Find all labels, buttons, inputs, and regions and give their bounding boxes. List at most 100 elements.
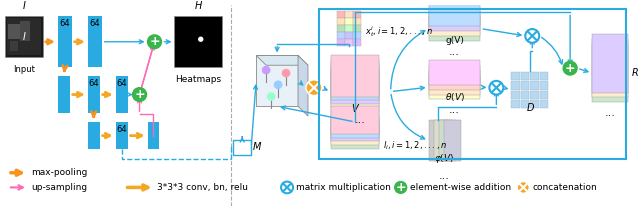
Bar [353, 32, 361, 39]
Text: Input: Input [13, 65, 35, 74]
Bar [353, 18, 361, 25]
Bar [429, 120, 447, 161]
Text: I: I [22, 1, 26, 12]
Bar [511, 100, 520, 108]
Circle shape [281, 181, 293, 193]
Bar [337, 32, 345, 39]
Text: $\theta(V)$: $\theta(V)$ [445, 91, 465, 103]
Text: ...: ... [439, 171, 450, 181]
Bar [331, 71, 379, 112]
Text: 64: 64 [90, 19, 100, 28]
Bar [429, 75, 481, 99]
Bar [353, 25, 361, 32]
Text: 64: 64 [116, 125, 127, 134]
Bar [331, 67, 379, 108]
Text: concatenation: concatenation [532, 183, 597, 192]
Bar [531, 72, 539, 80]
Bar [337, 39, 345, 46]
Bar [5, 16, 43, 57]
Circle shape [517, 181, 529, 193]
Text: up-sampling: up-sampling [31, 183, 87, 192]
Bar [521, 81, 529, 90]
Text: ...: ... [449, 105, 460, 115]
Text: max-pooling: max-pooling [31, 168, 87, 177]
Text: R: R [632, 68, 639, 78]
Bar [592, 44, 628, 102]
Bar [337, 18, 345, 25]
Bar [540, 91, 548, 99]
Bar [147, 122, 159, 149]
Bar [521, 72, 529, 80]
Bar [319, 9, 626, 159]
Circle shape [282, 69, 290, 77]
Bar [345, 39, 353, 46]
Bar [175, 16, 222, 67]
Text: ...: ... [355, 152, 365, 162]
Bar [429, 16, 481, 41]
Bar [511, 72, 520, 80]
Bar [345, 18, 353, 25]
Bar [592, 34, 628, 92]
Bar [429, 65, 481, 90]
Circle shape [262, 66, 270, 74]
Text: ...: ... [449, 47, 460, 57]
Circle shape [525, 29, 540, 43]
Bar [592, 39, 628, 97]
Bar [58, 76, 70, 113]
Bar [331, 110, 379, 138]
Circle shape [274, 81, 282, 89]
Bar [540, 72, 548, 80]
Bar [531, 91, 539, 99]
Bar [345, 12, 353, 18]
Bar [88, 76, 100, 113]
Bar [331, 59, 379, 100]
Text: g(V): g(V) [445, 36, 464, 45]
Bar [331, 55, 379, 96]
Bar [429, 2, 481, 26]
Circle shape [132, 88, 147, 101]
Bar [511, 81, 520, 90]
Bar [345, 32, 353, 39]
Bar [521, 91, 529, 99]
Bar [444, 120, 461, 161]
Bar [88, 122, 100, 149]
Bar [20, 21, 30, 41]
Circle shape [199, 37, 203, 41]
Bar [256, 55, 298, 106]
Bar [531, 81, 539, 90]
Text: Heatmaps: Heatmaps [175, 75, 221, 84]
Bar [353, 39, 361, 46]
Text: element-wise addition: element-wise addition [410, 183, 511, 192]
Text: 64: 64 [60, 19, 70, 28]
Text: 64: 64 [116, 79, 127, 88]
Circle shape [306, 80, 322, 96]
Bar [429, 12, 481, 36]
Circle shape [147, 35, 161, 49]
Text: matrix multiplication: matrix multiplication [296, 183, 391, 192]
Bar [429, 70, 481, 95]
Text: D: D [527, 103, 534, 113]
Text: ...: ... [605, 108, 616, 118]
Text: $l_i, i=1,2,...,n$: $l_i, i=1,2,...,n$ [383, 139, 447, 152]
Text: I: I [22, 32, 26, 42]
Bar [345, 25, 353, 32]
Circle shape [563, 61, 577, 75]
Text: +: + [396, 181, 406, 194]
Bar [58, 16, 72, 67]
Bar [429, 7, 481, 31]
Bar [438, 120, 456, 161]
Bar [521, 100, 529, 108]
Text: ...: ... [355, 115, 365, 125]
Bar [116, 76, 127, 113]
Bar [331, 118, 379, 145]
Bar [331, 114, 379, 142]
Bar [337, 12, 345, 18]
Bar [511, 91, 520, 99]
Bar [433, 120, 451, 161]
Bar [7, 18, 41, 55]
Text: $\varphi(V)$: $\varphi(V)$ [435, 152, 454, 165]
Bar [331, 106, 379, 134]
Text: $x_t^i, i=1,2,...,n$: $x_t^i, i=1,2,...,n$ [365, 25, 433, 39]
Bar [540, 100, 548, 108]
Text: +: + [149, 35, 160, 48]
